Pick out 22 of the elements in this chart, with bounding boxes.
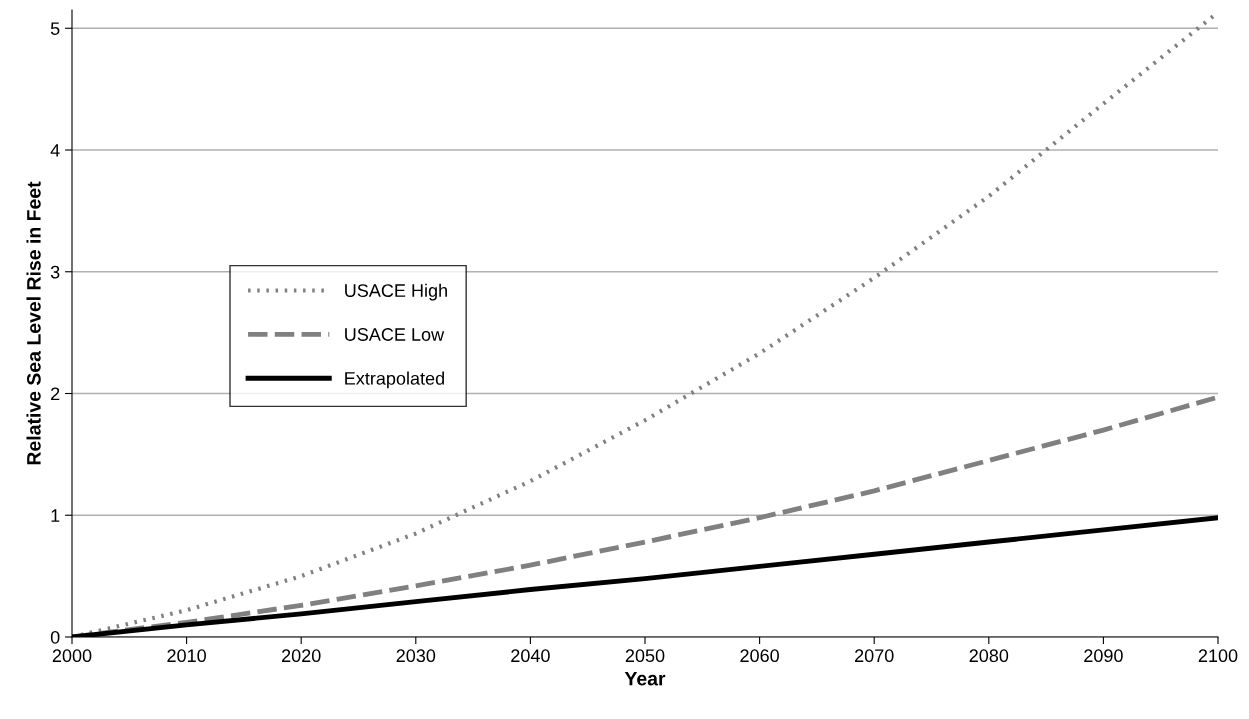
x-tick-label: 2070 — [855, 649, 894, 663]
y-tick-label: 5 — [50, 22, 60, 35]
x-tick-label: 2060 — [740, 649, 779, 663]
y-tick-label: 3 — [50, 265, 60, 279]
x-tick-label: 2010 — [167, 649, 206, 663]
x-tick-label: 2080 — [969, 649, 1009, 663]
legend-label: USACE High — [345, 283, 447, 301]
x-tick-label: 2020 — [282, 649, 321, 663]
y-tick-label: 0 — [50, 630, 60, 644]
y-axis-title: Relative Sea Level Rise in Feet — [26, 181, 41, 465]
legend-label: USACE Low — [345, 328, 445, 341]
x-tick-label: 2030 — [396, 649, 436, 663]
y-tick-label: 1 — [51, 509, 60, 522]
x-tick-label: 2100 — [1198, 649, 1238, 663]
x-tick-label: 2000 — [52, 649, 92, 663]
y-tick-label: 2 — [51, 387, 60, 401]
y-tick-label: 4 — [50, 144, 60, 157]
x-axis-title: Year — [624, 671, 666, 686]
x-tick-label: 2050 — [625, 649, 665, 663]
legend-label: Extrapolated — [345, 371, 444, 389]
x-tick-label: 2090 — [1084, 649, 1123, 663]
x-tick-label: 2040 — [511, 649, 550, 663]
